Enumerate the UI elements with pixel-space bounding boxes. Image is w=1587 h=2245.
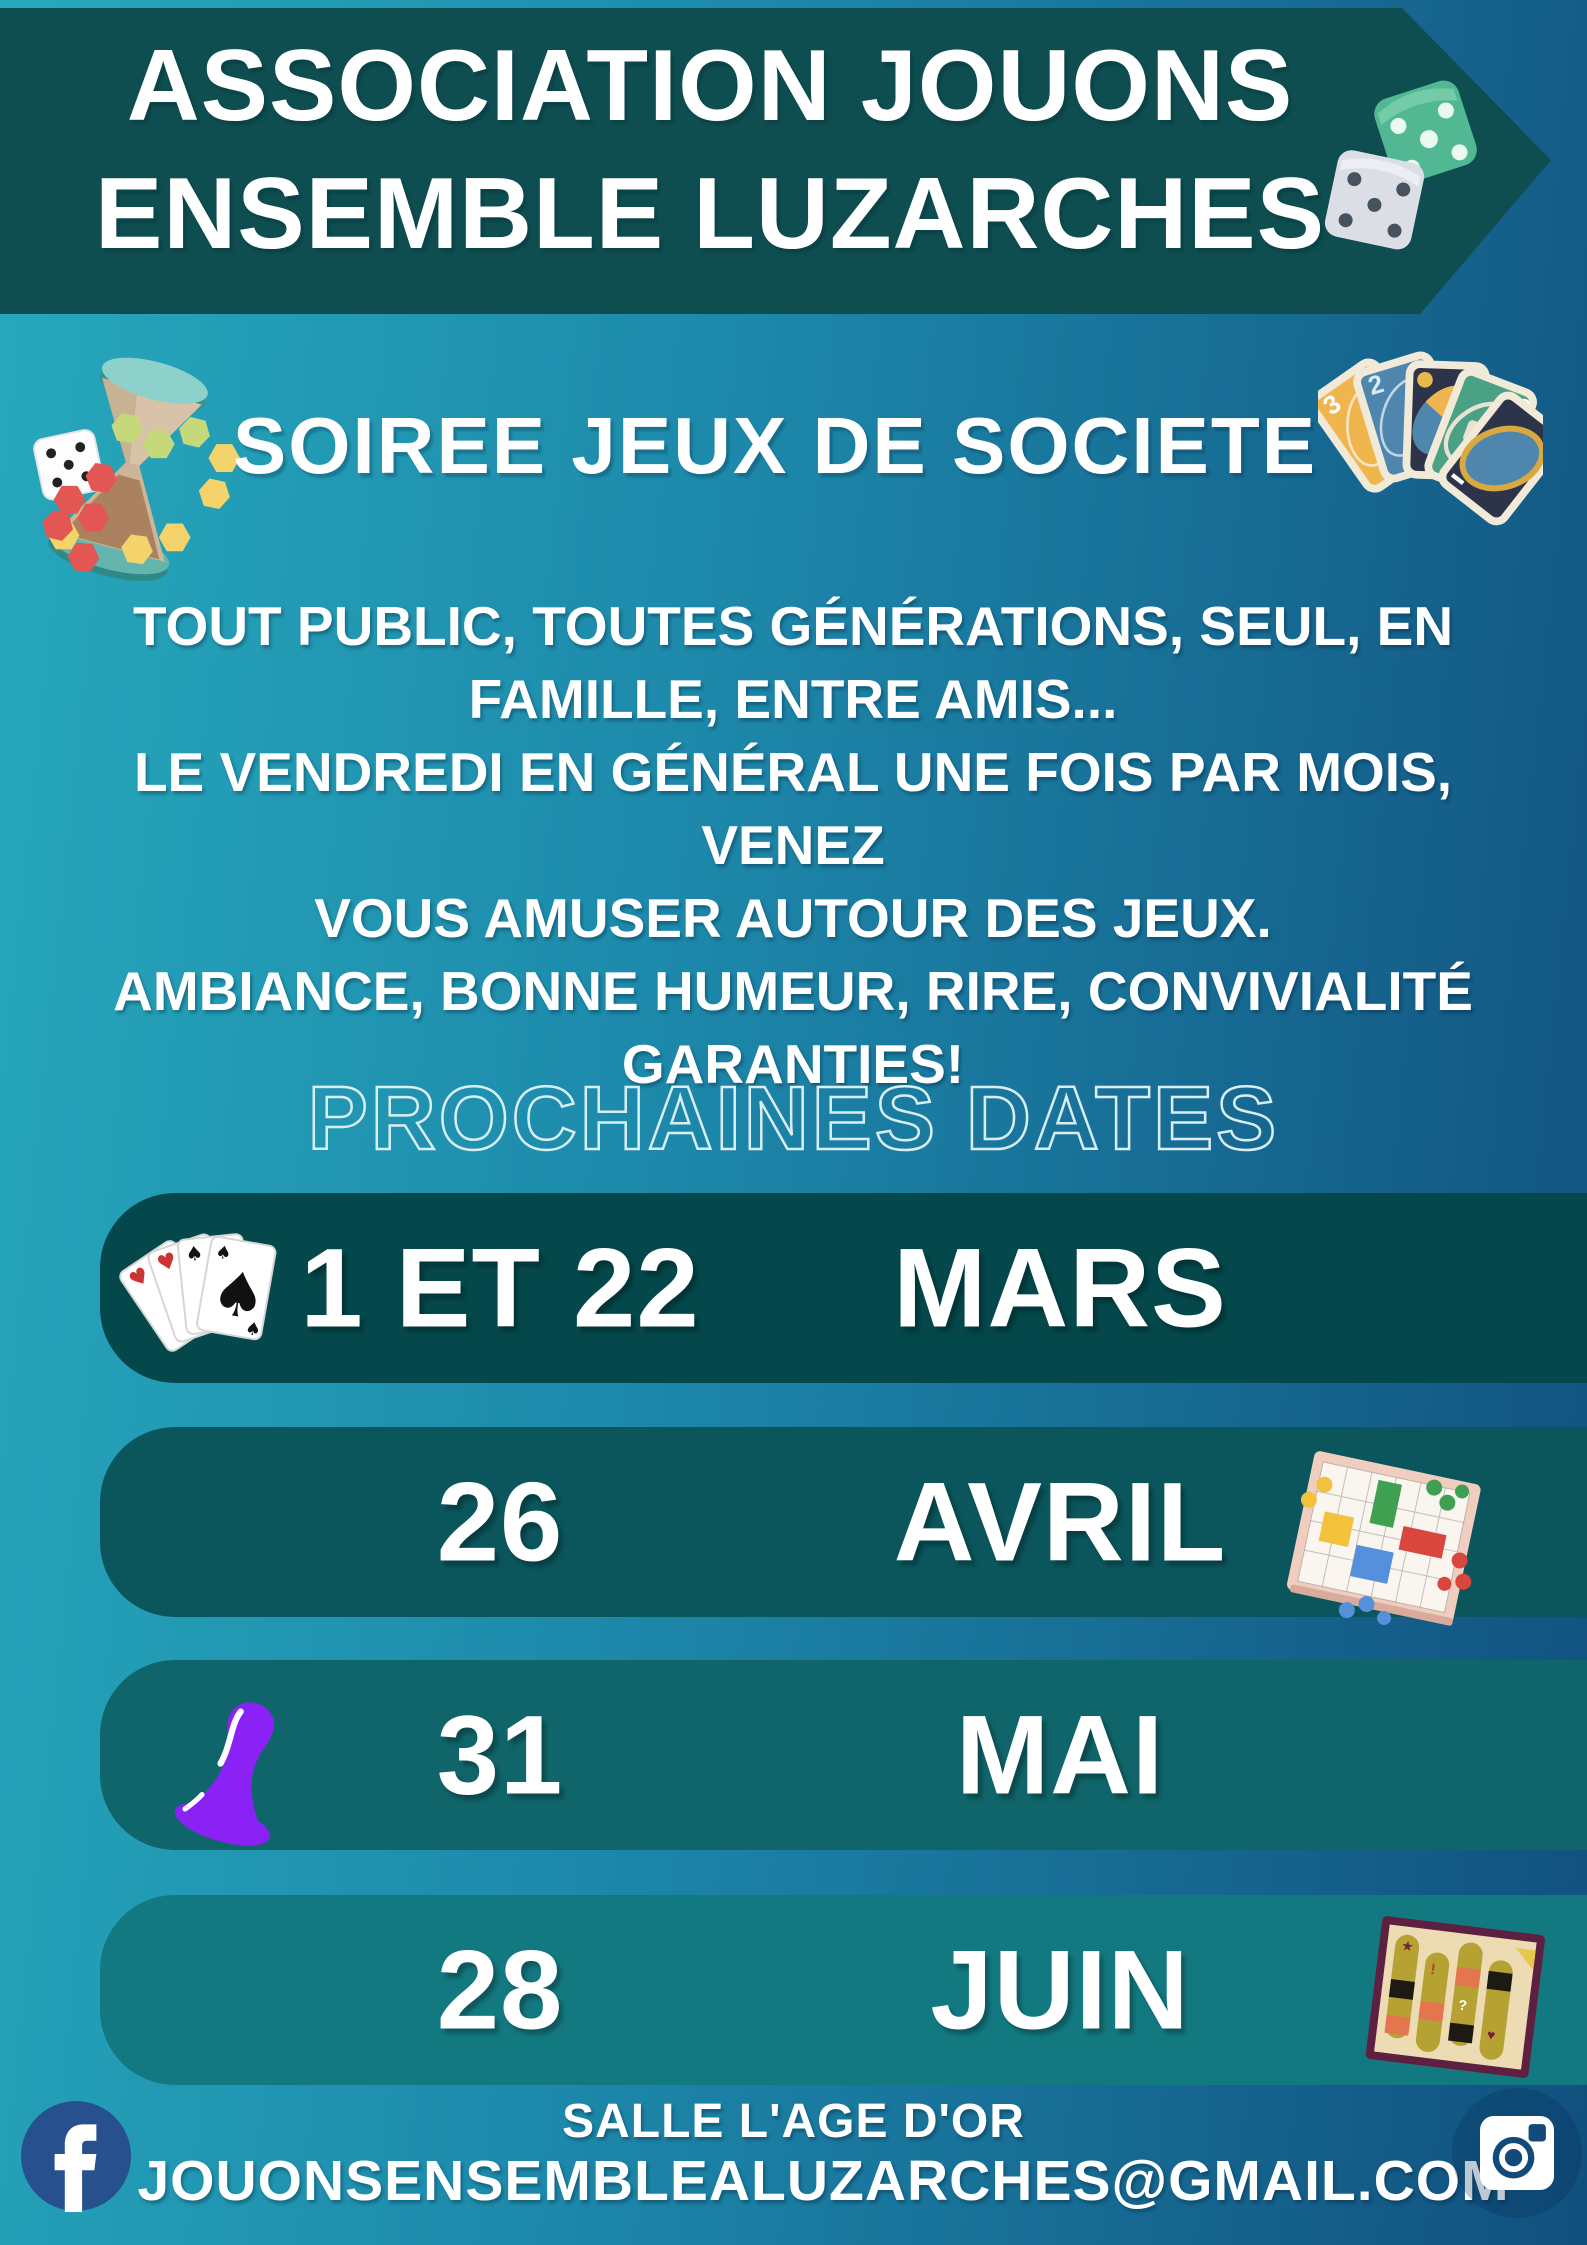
date-month: MARS: [893, 1225, 1227, 1351]
hourglass-tokens-icon: [18, 328, 256, 604]
date-row-mai: 31 MAI: [100, 1660, 1587, 1850]
board-game-icon: ★ ! ? ♥: [1345, 1905, 1565, 2095]
svg-text:♠: ♠: [205, 1256, 271, 1335]
email-text: JOUONSENSEMBLEALUZARCHES@GMAIL.COM: [137, 2149, 1510, 2213]
playing-cards-icon: ♥ ♥ ♠ ♠ ♠ ♠: [118, 1211, 313, 1369]
uno-cards-icon: 3 2 +2: [1308, 338, 1567, 553]
date-month: JUIN: [930, 1927, 1190, 2053]
svg-text:♠: ♠: [214, 1242, 233, 1264]
dates-section-title: PROCHAINES DATES: [307, 1068, 1280, 1171]
date-day: 1 ET 22: [300, 1225, 700, 1351]
association-title-line1: ASSOCIATION JOUONS: [126, 30, 1294, 142]
intro-text: TOUT PUBLIC, TOUTES GÉNÉRATIONS, SEUL, E…: [113, 595, 1473, 1095]
svg-text:!: !: [1430, 1961, 1437, 1978]
association-title: ASSOCIATION JOUONS ENSEMBLE LUZARCHES: [0, 22, 1420, 278]
date-row-juin: 28 JUIN ★ ! ?: [100, 1895, 1587, 2085]
date-row-mars: ♥ ♥ ♠ ♠ ♠ ♠ 1 ET 22 MARS: [100, 1193, 1587, 1383]
instagram-icon[interactable]: [1452, 2088, 1582, 2218]
date-month: MAI: [955, 1692, 1165, 1818]
date-day: 26: [436, 1459, 564, 1585]
date-row-avril: 26 AVRIL: [100, 1427, 1587, 1626]
facebook-icon[interactable]: [20, 2100, 132, 2217]
pawn-icon: [148, 1672, 328, 1857]
association-title-line2: ENSEMBLE LUZARCHES: [94, 158, 1326, 270]
date-month: AVRIL: [893, 1459, 1227, 1585]
dice-icon: [1288, 60, 1493, 260]
svg-text:★: ★: [1400, 1937, 1414, 1954]
header-banner: ASSOCIATION JOUONS ENSEMBLE LUZARCHES: [0, 8, 1551, 314]
event-title: SOIREE JEUX DE SOCIETE: [232, 401, 1318, 490]
svg-text:?: ?: [1458, 1997, 1468, 2014]
date-day: 28: [436, 1927, 564, 2053]
venue-text: SALLE L'AGE D'OR: [562, 2095, 1025, 2148]
ludo-board-icon: [1260, 1439, 1515, 1639]
svg-text:♥: ♥: [1486, 2026, 1496, 2043]
svg-text:♠: ♠: [184, 1241, 204, 1266]
instagram-glyph: [1480, 2116, 1554, 2190]
svg-text:♠: ♠: [243, 1319, 262, 1341]
date-day: 31: [436, 1692, 564, 1818]
